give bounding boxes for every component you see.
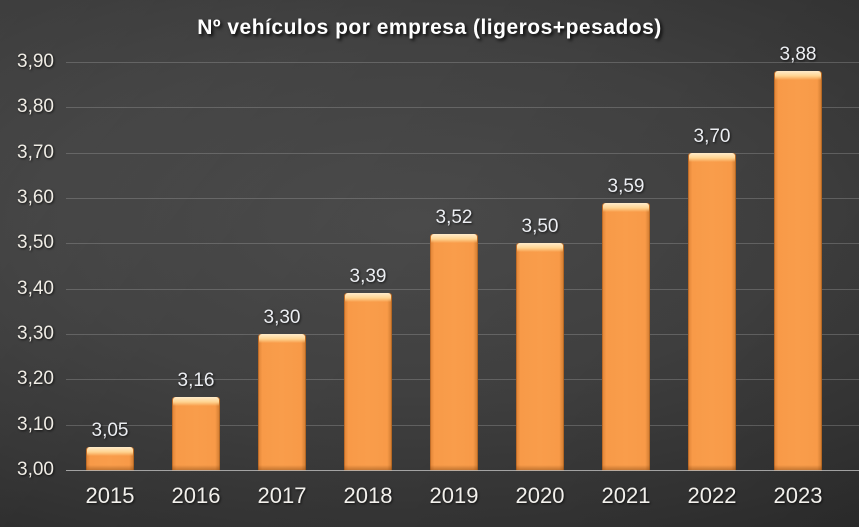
bar-2015: [86, 447, 134, 471]
bar-data-label: 3,50: [521, 216, 559, 238]
y-tick-label: 3,60: [17, 187, 54, 208]
x-tick-label: 2017: [257, 483, 307, 508]
bar-2020: [516, 243, 564, 471]
y-tick-label: 3,00: [17, 459, 54, 480]
y-tick-label: 3,70: [17, 141, 54, 163]
bar-2017: [258, 334, 306, 471]
bar-2018: [344, 293, 392, 471]
x-tick-label: 2021: [601, 483, 651, 508]
bar-data-label: 3,52: [435, 207, 473, 229]
bar-data-label: 3,39: [349, 266, 387, 288]
x-tick-label: 2016: [171, 483, 221, 508]
gridline: [66, 152, 859, 154]
x-tick-label: 2018: [343, 483, 393, 508]
gridline: [66, 198, 859, 199]
y-tick-label: 3,50: [17, 232, 54, 254]
y-tick-label: 3,30: [17, 323, 54, 344]
x-tick-label: 2020: [515, 483, 565, 508]
x-tick-label: 2022: [687, 483, 737, 508]
bar-2021: [602, 202, 650, 472]
y-tick-label: 3,90: [17, 51, 54, 72]
gridline: [66, 62, 859, 63]
x-tick-label: 2023: [773, 483, 823, 508]
bar-data-label: 3,05: [91, 420, 129, 442]
y-tick-label: 3,10: [17, 413, 54, 435]
bar-data-label: 3,30: [263, 307, 301, 328]
x-tick-label: 2015: [85, 483, 135, 508]
y-tick-label: 3,40: [17, 277, 54, 299]
y-tick-label: 3,20: [17, 368, 54, 390]
bar-data-label: 3,16: [177, 370, 215, 392]
bar-data-label: 3,70: [693, 125, 731, 147]
gridline: [66, 107, 859, 109]
x-axis-line: [66, 470, 859, 471]
bar-data-label: 3,88: [779, 44, 817, 66]
bar-data-label: 3,59: [607, 175, 645, 197]
bar-2016: [172, 397, 220, 471]
bar-2019: [430, 234, 478, 471]
bar-2023: [774, 71, 822, 471]
x-tick-label: 2019: [429, 483, 479, 508]
bar-2022: [688, 152, 736, 472]
y-tick-label: 3,80: [17, 96, 54, 118]
chart-title: Nº vehículos por empresa (ligeros+pesado…: [197, 16, 662, 39]
